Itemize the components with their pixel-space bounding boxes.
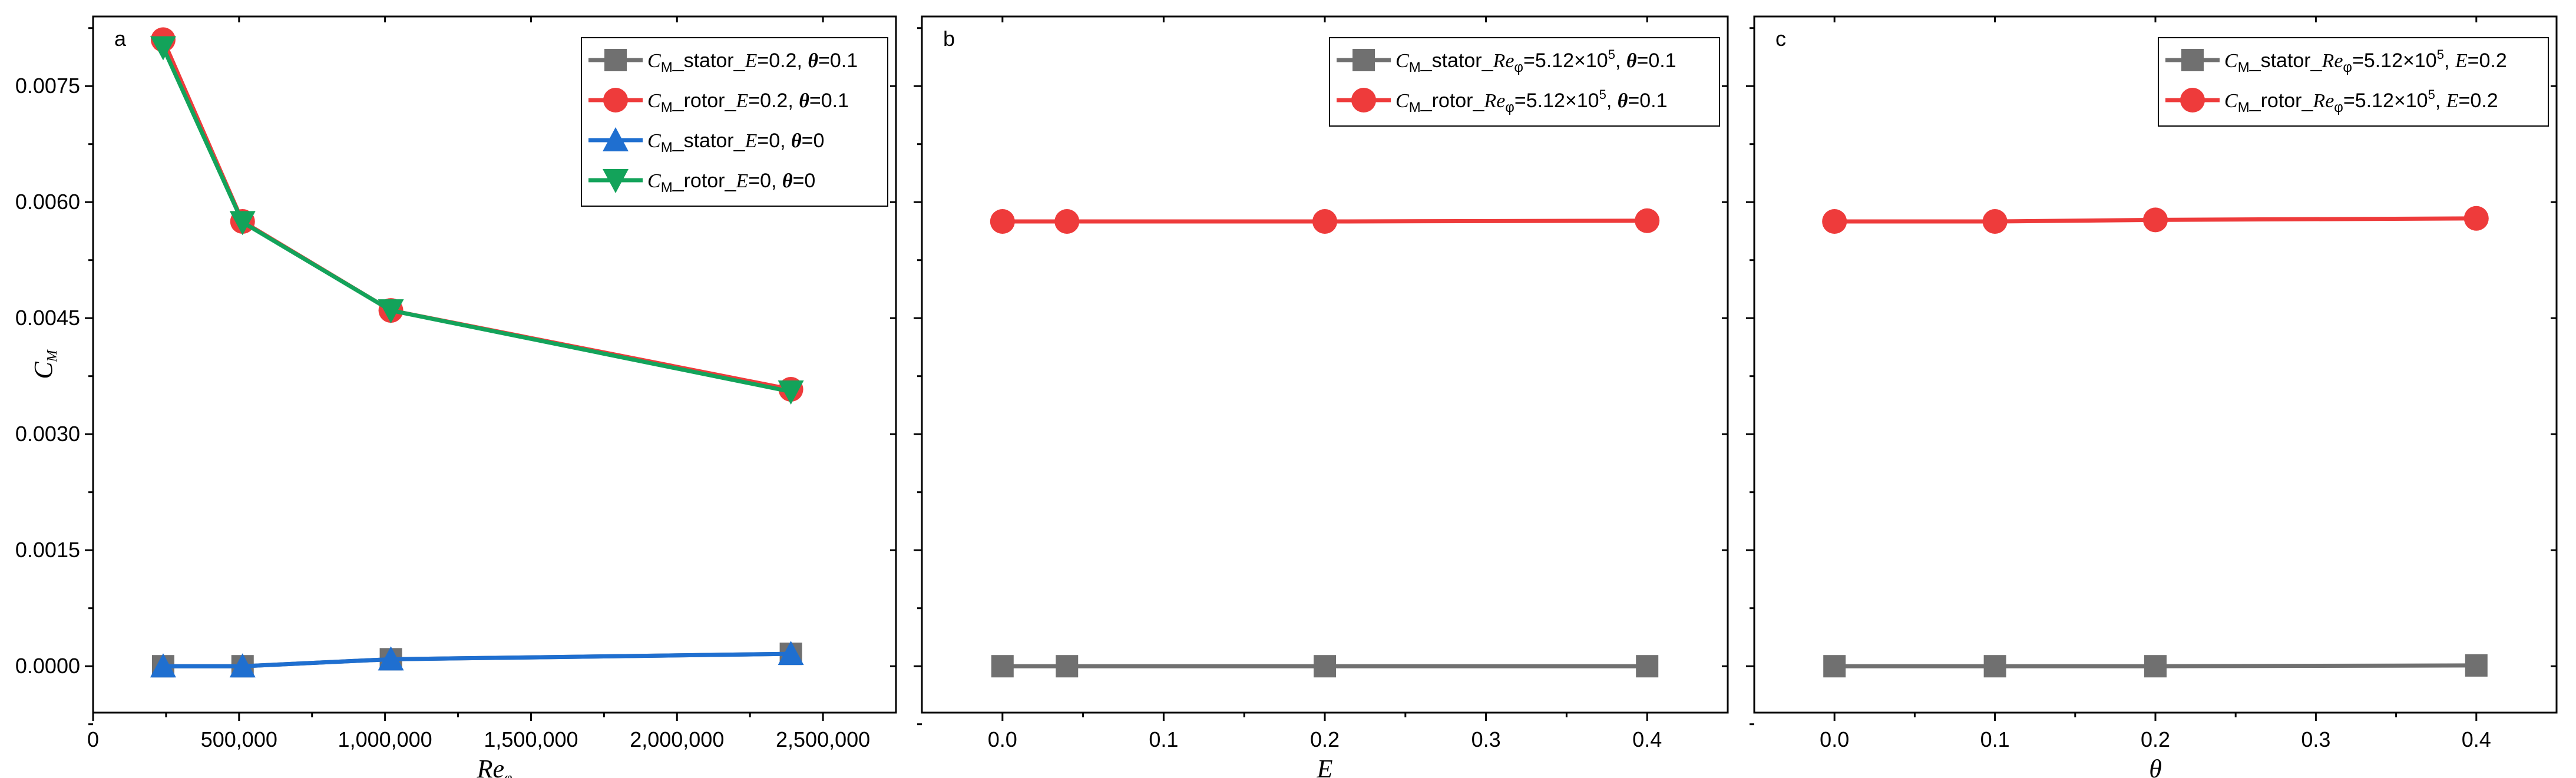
- legend-entry: CM​_stator_E=0, θ=0: [647, 130, 824, 155]
- data-point: [378, 299, 404, 324]
- data-point: [1822, 209, 1847, 234]
- legend-swatch-marker: [1351, 88, 1376, 112]
- panel-letter: c: [1775, 27, 1786, 51]
- x-axis-title: θ: [2149, 754, 2162, 778]
- data-point: [229, 653, 256, 678]
- data-point: [1823, 655, 1846, 678]
- legend-swatch-marker: [603, 127, 629, 151]
- plot-frame: [92, 15, 897, 714]
- data-point: [229, 211, 256, 236]
- data-point: [778, 380, 804, 405]
- legend-swatch-marker: [604, 49, 627, 71]
- x-tick-label: 2,000,000: [630, 727, 724, 751]
- legend-swatch-marker: [1353, 49, 1375, 71]
- data-point: [778, 641, 804, 666]
- x-axis-title: Reφ​: [477, 754, 512, 778]
- series-line-3: [161, 47, 792, 394]
- data-point: [990, 209, 1015, 234]
- y-tick-label: 0.0045: [15, 306, 80, 330]
- data-point: [150, 36, 176, 61]
- data-point: [2463, 206, 2489, 231]
- data-point: [991, 655, 1014, 678]
- x-tick-label: 0.2: [2141, 727, 2170, 751]
- data-point: [2144, 655, 2167, 678]
- data-point: [1982, 209, 2008, 234]
- x-tick-label: 0.3: [2301, 727, 2330, 751]
- legend: CM​_stator_Reφ​=5.12×105​, θ=0.1 CM​_roto…: [1329, 37, 1720, 127]
- x-axis-title: E: [1317, 754, 1333, 778]
- chart-panels: 0 500,000 1,000,000 1,500,000 2,000,000 2,500…: [15, 15, 2558, 778]
- legend-swatch-marker: [603, 88, 628, 112]
- x-tick-label: 2,500,000: [776, 727, 870, 751]
- x-tick-label: 1,500,000: [484, 727, 578, 751]
- y-tick-label: 0.0030: [15, 422, 80, 446]
- chart-panel-a: 0 500,000 1,000,000 1,500,000 2,000,000 2,500…: [15, 15, 897, 778]
- chart-panel-b: 0.0 0.1 0.2 0.3 0.4 b E CM​_stator_Reφ​=5.12×10…: [914, 15, 1729, 778]
- data-point: [1983, 655, 2006, 678]
- x-tick-label: 0.3: [1471, 727, 1501, 751]
- legend: CM​_stator_E=0.2, θ=0.1 CM​_rotor_E=0.2, …: [581, 37, 888, 207]
- x-tick-label: 500,000: [201, 727, 277, 751]
- legend-entry: CM​_rotor_E=0, θ=0: [647, 170, 815, 196]
- y-tick-label: 0.0060: [15, 190, 80, 214]
- x-tick-label: 0.0: [1820, 727, 1849, 751]
- x-tick-label: 0.4: [1632, 727, 1662, 751]
- data-point: [1312, 209, 1337, 234]
- x-tick-label: 0.2: [1310, 727, 1340, 751]
- x-tick-label: 0.1: [1149, 727, 1178, 751]
- legend-entry: CM​_rotor_Reφ​=5.12×105​, θ=0.1: [1396, 87, 1668, 115]
- legend: CM​_stator_Reφ​=5.12×105​, E=0.2 CM​_roto…: [2158, 37, 2549, 127]
- chart-panel-c: 0.0 0.1 0.2 0.3 0.4 c θ CM​_stator_Reφ​=5.12×10…: [1746, 15, 2558, 778]
- y-axis-title: CM​: [29, 349, 60, 379]
- x-tick-label: 0.0: [988, 727, 1017, 751]
- data-point: [2143, 207, 2168, 233]
- data-point: [1636, 655, 1659, 678]
- x-tick-label: 1,000,000: [338, 727, 432, 751]
- data-point: [1054, 209, 1080, 234]
- y-tick-label: 0.0015: [15, 538, 80, 562]
- legend-frame: [1329, 37, 1720, 127]
- panel-letter: b: [943, 27, 955, 51]
- data-point: [2465, 654, 2488, 677]
- series-line-2: [163, 651, 791, 668]
- data-point: [1056, 655, 1079, 678]
- x-tick-label: 0: [87, 727, 99, 751]
- legend-entry: CM​_stator_E=0.2, θ=0.1: [647, 49, 858, 75]
- x-tick-label: 0.1: [1980, 727, 2010, 751]
- legend-entry: CM​_stator_Reφ​=5.12×105​, E=0.2: [2224, 47, 2507, 75]
- data-point: [150, 653, 176, 678]
- x-tick-label: 0.4: [2462, 727, 2491, 751]
- legend-entry: CM​_rotor_Reφ​=5.12×105​, E=0.2: [2224, 87, 2498, 115]
- data-point: [1314, 655, 1336, 678]
- legend-entry: CM​_rotor_E=0.2, θ=0.1: [647, 90, 849, 115]
- y-tick-label: 0.0075: [15, 74, 80, 98]
- legend-swatch-marker: [2180, 88, 2205, 112]
- panel-letter: a: [114, 27, 127, 51]
- legend-frame: [2158, 37, 2549, 127]
- legend-entry: CM​_stator_Reφ​=5.12×105​, θ=0.1: [1396, 47, 1676, 75]
- data-point: [378, 646, 404, 671]
- legend-frame: [581, 37, 888, 207]
- series-line-1: [1834, 216, 2476, 224]
- legend-swatch-marker: [603, 169, 629, 193]
- data-point: [1635, 208, 1660, 233]
- legend-swatch-marker: [2181, 49, 2204, 71]
- y-tick-label: 0.0000: [15, 654, 80, 678]
